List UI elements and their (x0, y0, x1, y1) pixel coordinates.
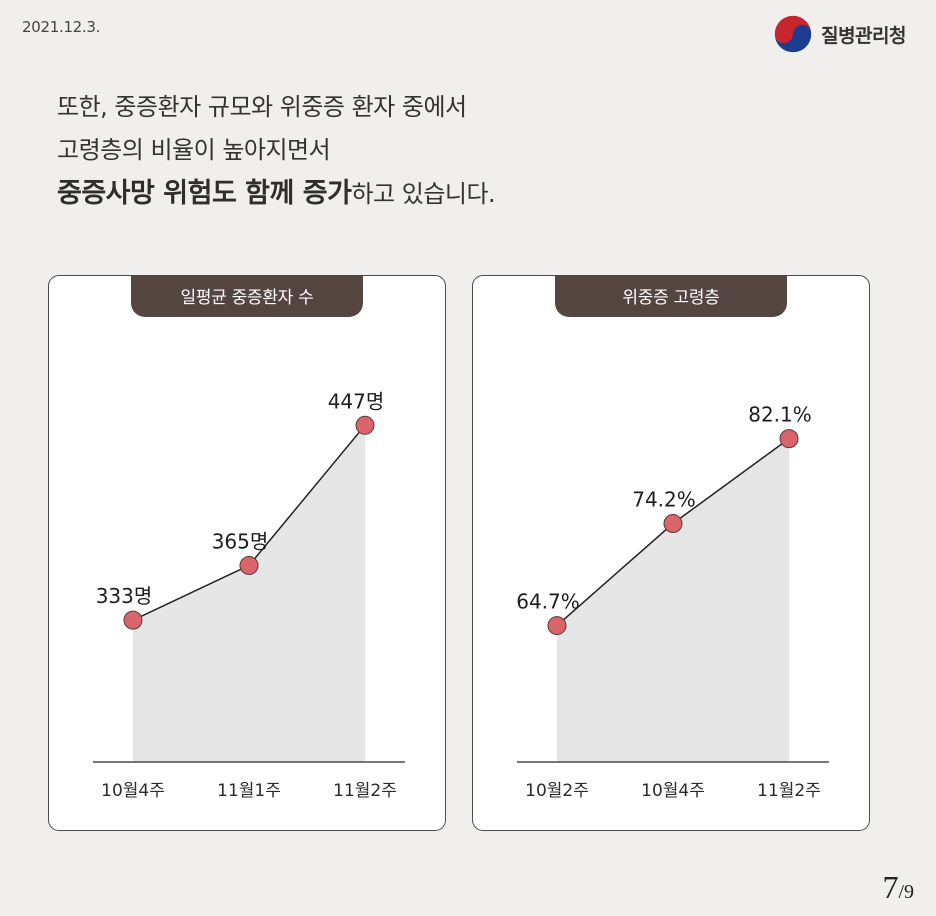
chart-title-tab: 위중증 고령층 (555, 274, 787, 317)
headline-line-2: 고령층의 비율이 높아지면서 (57, 136, 331, 164)
page-total: /9 (898, 881, 914, 903)
brand-name: 질병관리청 (821, 24, 906, 47)
headline-emphasis: 중증사망 위험도 함께 증가 (57, 178, 352, 209)
taegeuk-icon (774, 15, 812, 53)
headline-line-3: 중증사망 위험도 함께 증가하고 있습니다. (57, 172, 496, 216)
x-tick-label: 10월4주 (101, 781, 165, 801)
page-indicator: 7/9 (882, 869, 914, 906)
data-label: 82.1% (748, 403, 812, 427)
data-point (123, 610, 143, 630)
x-tick-label: 11월2주 (757, 781, 821, 801)
data-point (547, 616, 567, 636)
data-label: 74.2% (632, 488, 696, 512)
headline-line-1: 또한, 중증환자 규모와 위중증 환자 중에서 (57, 93, 467, 121)
headline: 또한, 중증환자 규모와 위중증 환자 중에서 고령층의 비율이 높아지면서 중… (57, 86, 496, 216)
data-label: 333명 (96, 584, 153, 608)
severe-patients-chart: 333명 365명 447명 10월4주 11월1주 11월2주 (93, 389, 405, 801)
data-point (663, 514, 683, 534)
area-fill (557, 438, 789, 762)
page-current: 7 (882, 869, 899, 905)
date-label: 2021.12.3. (22, 18, 101, 36)
data-label: 365명 (212, 529, 269, 553)
data-point (779, 429, 799, 449)
chart-panel-elderly-ratio: 위중증 고령층 64.7% 74.2% 82.1% 10월2주 10월4주 11월2주 (472, 274, 870, 831)
chart-title-tab: 일평균 중증환자 수 (131, 274, 363, 317)
x-tick-label: 10월4주 (641, 781, 705, 801)
chart-panel-severe-patients: 일평균 중증환자 수 333명 365명 447명 10월4주 11월1주 11월2주 (48, 274, 446, 831)
brand-logo: 질병관리청 (773, 14, 906, 54)
data-label: 447명 (328, 389, 385, 413)
data-point (239, 555, 259, 575)
x-tick-label: 11월1주 (217, 781, 281, 801)
data-point (355, 415, 375, 435)
headline-rest: 하고 있습니다. (351, 180, 496, 208)
elderly-ratio-chart: 64.7% 74.2% 82.1% 10월2주 10월4주 11월2주 (516, 403, 829, 801)
x-tick-label: 11월2주 (333, 781, 397, 801)
x-tick-label: 10월2주 (525, 781, 589, 801)
area-fill (133, 425, 365, 762)
data-label: 64.7% (516, 590, 580, 614)
